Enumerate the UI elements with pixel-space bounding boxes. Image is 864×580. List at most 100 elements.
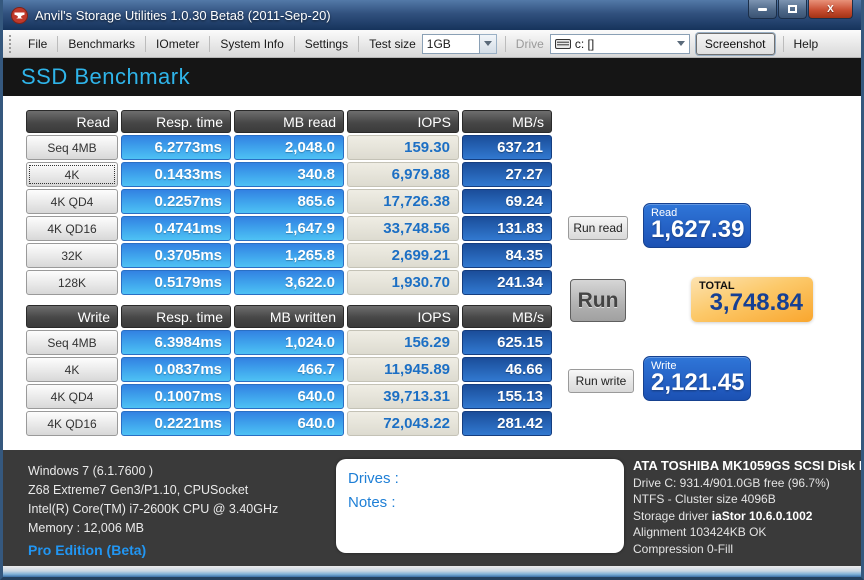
- write-row-4k-button[interactable]: 4K: [26, 357, 118, 382]
- write-row-seq4mb-button[interactable]: Seq 4MB: [26, 330, 118, 355]
- total-score-label: TOTAL: [699, 280, 735, 292]
- write-4k-mbs: 46.66: [462, 357, 552, 382]
- write-score-box: Write 2,121.45: [643, 356, 751, 401]
- read-32k-mbs: 84.35: [462, 243, 552, 268]
- write-row-4kqd16-button[interactable]: 4K QD16: [26, 411, 118, 436]
- maximize-button[interactable]: [778, 0, 807, 19]
- read-row-32k-button[interactable]: 32K: [26, 243, 118, 268]
- read-seq4mb-iops: 159.30: [347, 135, 459, 160]
- write-4kqd16-resp: 0.2221ms: [121, 411, 231, 436]
- read-128k-resp: 0.5179ms: [121, 270, 231, 295]
- test-size-select[interactable]: 1GB: [421, 33, 480, 54]
- read-score-box: Read 1,627.39: [643, 203, 751, 248]
- write-4kqd4-iops: 39,713.31: [347, 384, 459, 409]
- storage-driver-prefix: Storage driver: [633, 508, 712, 523]
- drives-notes-box[interactable]: Drives : Notes :: [336, 459, 624, 553]
- write-4k-resp: 0.0837ms: [121, 357, 231, 382]
- write-seq4mb-iops: 156.29: [347, 330, 459, 355]
- read-4kqd4-mb: 865.6: [234, 189, 344, 214]
- read-4k-mbs: 27.27: [462, 162, 552, 187]
- read-32k-resp: 0.3705ms: [121, 243, 231, 268]
- total-score-value: 3,748.84: [709, 289, 803, 316]
- disk-model: ATA TOSHIBA MK1059GS SCSI Disk Dev: [633, 458, 861, 473]
- read-32k-mb: 1,265.8: [234, 243, 344, 268]
- mb-read-header: MB read: [234, 110, 344, 133]
- drive-icon: [554, 38, 571, 49]
- disk-free-space: Drive C: 931.4/901.0GB free (96.7%): [633, 475, 830, 490]
- write-table: Write Resp. time MB written IOPS MB/s Se…: [26, 305, 552, 436]
- drive-label: Drive: [515, 36, 544, 51]
- read-row-4k-button[interactable]: 4K: [26, 162, 118, 187]
- disk-driver: Storage driver iaStor 10.6.0.1002: [633, 508, 861, 525]
- read-table: Read Resp. time MB read IOPS MB/s Seq 4M…: [26, 110, 552, 295]
- read-4k-resp: 0.1433ms: [121, 162, 231, 187]
- drive-select[interactable]: c: []: [549, 33, 690, 54]
- write-seq4mb-mbs: 625.15: [462, 330, 552, 355]
- iops-header: IOPS: [347, 110, 459, 133]
- read-4kqd4-resp: 0.2257ms: [121, 189, 231, 214]
- write-resp-time-header: Resp. time: [121, 305, 231, 328]
- menu-file[interactable]: File: [28, 36, 48, 51]
- write-4kqd16-mbs: 281.42: [462, 411, 552, 436]
- write-4k-iops: 11,945.89: [347, 357, 459, 382]
- menu-settings[interactable]: Settings: [304, 36, 349, 51]
- resp-time-header: Resp. time: [121, 110, 231, 133]
- app-anvil-icon: [11, 6, 28, 24]
- motherboard-info: Z68 Extreme7 Gen3/P1.10, CPUSocket: [28, 483, 249, 497]
- mbs-header: MB/s: [462, 110, 552, 133]
- edition-label: Pro Edition (Beta): [28, 542, 147, 558]
- write-row-4kqd4-button[interactable]: 4K QD4: [26, 384, 118, 409]
- run-write-button[interactable]: Run write: [568, 369, 634, 393]
- notes-label: Notes :: [348, 494, 396, 511]
- read-seq4mb-mbs: 637.21: [462, 135, 552, 160]
- menu-bar: File Benchmarks IOmeter System Info Sett…: [3, 30, 861, 58]
- menu-iometer[interactable]: IOmeter: [156, 36, 200, 51]
- page-title: SSD Benchmark: [21, 64, 191, 89]
- menu-help[interactable]: Help: [793, 36, 819, 51]
- page-header: SSD Benchmark: [3, 58, 861, 96]
- menu-system-info[interactable]: System Info: [220, 36, 284, 51]
- toolbar-grip: [9, 34, 14, 53]
- disk-compression: Compression 0-Fill: [633, 541, 734, 556]
- write-header: Write: [26, 305, 118, 328]
- test-size-dropdown-arrow[interactable]: [479, 33, 497, 54]
- run-read-button[interactable]: Run read: [568, 216, 628, 240]
- memory-info: Memory : 12,006 MB: [28, 521, 145, 535]
- write-score-value: 2,121.45: [651, 369, 745, 396]
- disk-info: ATA TOSHIBA MK1059GS SCSI Disk Dev Drive…: [633, 458, 861, 557]
- menu-benchmarks[interactable]: Benchmarks: [68, 36, 136, 51]
- drive-value: c: []: [574, 36, 595, 51]
- read-score-label: Read: [651, 207, 678, 219]
- read-4k-mb: 340.8: [234, 162, 344, 187]
- read-4kqd4-mbs: 69.24: [462, 189, 552, 214]
- read-4kqd16-mb: 1,647.9: [234, 216, 344, 241]
- main-content: SSD Benchmark Read Resp. time MB read IO…: [3, 58, 861, 577]
- drive-dropdown-arrow[interactable]: [676, 41, 685, 46]
- write-mbs-header: MB/s: [462, 305, 552, 328]
- write-seq4mb-mb: 1,024.0: [234, 330, 344, 355]
- read-4kqd16-iops: 33,748.56: [347, 216, 459, 241]
- close-button[interactable]: X: [808, 0, 853, 19]
- read-row-seq4mb-button[interactable]: Seq 4MB: [26, 135, 118, 160]
- mb-written-header: MB written: [234, 305, 344, 328]
- cpu-info: Intel(R) Core(TM) i7-2600K CPU @ 3.40GHz: [28, 502, 279, 516]
- read-4k-iops: 6,979.88: [347, 162, 459, 187]
- read-4kqd4-iops: 17,726.38: [347, 189, 459, 214]
- read-128k-iops: 1,930.70: [347, 270, 459, 295]
- write-4k-mb: 466.7: [234, 357, 344, 382]
- read-row-4kqd4-button[interactable]: 4K QD4: [26, 189, 118, 214]
- run-button[interactable]: Run: [570, 279, 626, 322]
- storage-driver-value: iaStor 10.6.0.1002: [711, 508, 813, 523]
- screenshot-button[interactable]: Screenshot: [695, 32, 775, 55]
- read-row-128k-button[interactable]: 128K: [26, 270, 118, 295]
- read-score-value: 1,627.39: [651, 216, 745, 243]
- write-4kqd16-mb: 640.0: [234, 411, 344, 436]
- title-bar: Anvil's Storage Utilities 1.0.30 Beta8 (…: [3, 0, 861, 30]
- read-seq4mb-resp: 6.2773ms: [121, 135, 231, 160]
- read-row-4kqd16-button[interactable]: 4K QD16: [26, 216, 118, 241]
- read-header: Read: [26, 110, 118, 133]
- read-seq4mb-mb: 2,048.0: [234, 135, 344, 160]
- write-4kqd16-iops: 72,043.22: [347, 411, 459, 436]
- minimize-button[interactable]: [748, 0, 777, 19]
